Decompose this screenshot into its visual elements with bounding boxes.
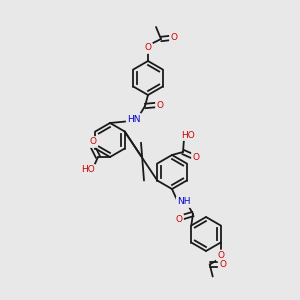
Text: NH: NH [177, 197, 191, 206]
Text: O: O [219, 260, 226, 269]
Text: O: O [176, 214, 182, 224]
Text: O: O [89, 137, 97, 146]
Text: O: O [157, 100, 164, 109]
Text: O: O [170, 34, 178, 43]
Text: O: O [217, 251, 224, 260]
Text: HO: HO [181, 130, 195, 140]
Text: O: O [145, 44, 152, 52]
Text: O: O [193, 152, 200, 161]
Text: HO: HO [81, 166, 95, 175]
Text: HN: HN [127, 115, 141, 124]
